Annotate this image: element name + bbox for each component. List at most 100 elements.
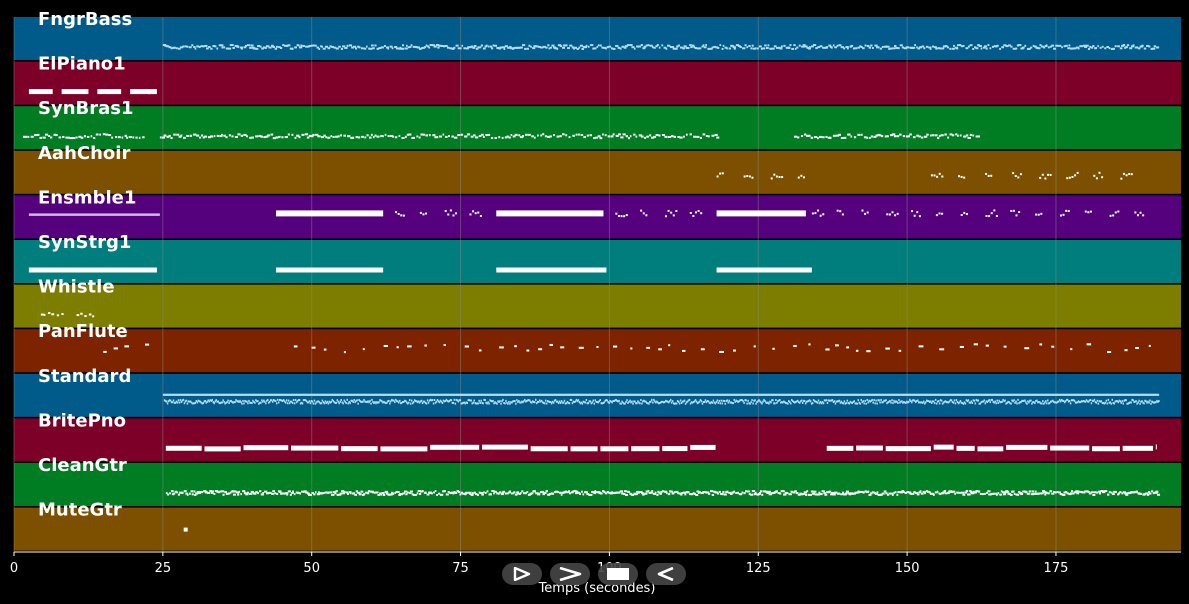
note: [651, 46, 654, 49]
note: [866, 45, 870, 48]
note: [195, 400, 198, 403]
note: [920, 401, 922, 404]
play-button[interactable]: [502, 563, 542, 585]
note: [339, 134, 342, 137]
note: [473, 134, 476, 137]
note: [800, 174, 803, 177]
note: [418, 136, 421, 139]
note: [690, 46, 693, 49]
note: [730, 401, 732, 404]
fast-forward-button[interactable]: [550, 563, 590, 585]
note: [847, 401, 850, 404]
note: [914, 44, 917, 47]
note: [1065, 209, 1068, 212]
note: [503, 47, 506, 50]
note: [646, 346, 651, 349]
note: [395, 47, 399, 50]
note: [1134, 46, 1138, 49]
note: [771, 47, 775, 50]
note: [951, 134, 955, 137]
note: [243, 492, 247, 495]
note: [1097, 490, 1101, 493]
note: [239, 46, 244, 49]
note: [1076, 171, 1079, 174]
note: [975, 135, 978, 138]
note: [374, 44, 377, 47]
note: [981, 493, 984, 496]
note: [939, 47, 942, 50]
track-band: [14, 17, 1181, 60]
note: [714, 491, 717, 494]
note: [990, 212, 993, 215]
note: [177, 493, 180, 496]
note: [468, 399, 471, 402]
note: [996, 44, 999, 47]
note: [491, 490, 495, 493]
note: [182, 136, 186, 139]
note: [739, 46, 742, 49]
note: [604, 47, 607, 50]
note: [265, 402, 267, 405]
note: [467, 46, 470, 49]
note: [206, 47, 209, 50]
note: [316, 493, 321, 496]
note: [703, 491, 707, 494]
note: [707, 492, 711, 495]
note: [776, 401, 778, 404]
note: [48, 134, 51, 137]
note: [322, 47, 326, 50]
note: [991, 398, 993, 401]
note: [1109, 401, 1112, 404]
rewind-button[interactable]: [646, 563, 686, 585]
note: [779, 399, 781, 402]
note: [1088, 492, 1092, 495]
note: [1037, 213, 1040, 216]
note: [671, 135, 674, 138]
note: [410, 44, 413, 47]
note: [452, 214, 455, 217]
note: [567, 47, 570, 50]
note: [55, 134, 58, 137]
note: [886, 135, 889, 138]
note: [524, 492, 527, 495]
note: [546, 400, 549, 403]
note: [220, 490, 225, 493]
stop-button[interactable]: [598, 563, 638, 585]
note: [186, 493, 189, 496]
note: [1078, 490, 1081, 493]
note: [1083, 400, 1086, 403]
note: [602, 133, 604, 136]
note: [384, 401, 386, 404]
note: [573, 47, 575, 50]
note: [942, 45, 946, 48]
note: [189, 400, 192, 403]
note: [753, 345, 756, 348]
note: [681, 492, 684, 495]
note: [586, 134, 589, 137]
note: [349, 492, 352, 495]
note: [558, 491, 562, 494]
track-label: Standard: [38, 366, 131, 387]
note: [707, 135, 710, 138]
note: [340, 47, 344, 50]
note: [990, 398, 992, 401]
note: [1096, 399, 1099, 402]
note: [425, 44, 428, 47]
note: [215, 399, 217, 402]
note: [817, 399, 820, 402]
note: [1087, 400, 1090, 403]
note: [676, 400, 679, 403]
note: [480, 399, 482, 402]
note: [557, 491, 559, 494]
note: [811, 45, 814, 48]
note: [1149, 399, 1151, 402]
note: [652, 401, 654, 404]
note: [1086, 400, 1089, 403]
note: [593, 137, 596, 140]
note: [1140, 492, 1143, 495]
note: [695, 493, 699, 496]
note: [633, 47, 636, 50]
note: [864, 399, 866, 402]
note: [245, 135, 248, 138]
note: [937, 137, 940, 140]
